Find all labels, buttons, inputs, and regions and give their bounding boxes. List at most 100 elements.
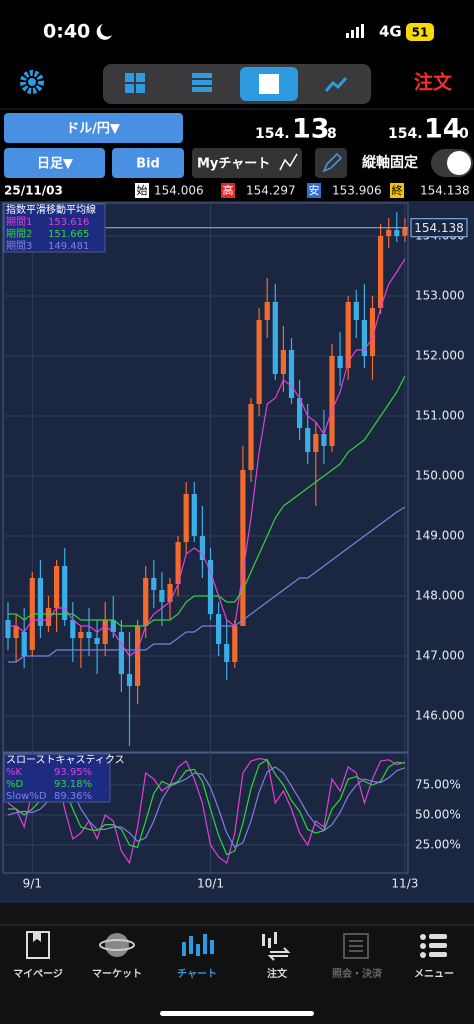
candle-body (264, 302, 270, 320)
last-price-tag (410, 218, 468, 238)
bar-date: 25/11/03 (4, 184, 63, 198)
y-tick-label: 152.000 (415, 349, 465, 363)
last-price-label: 154.138 (414, 221, 464, 235)
candle-body (118, 632, 124, 674)
x-tick-label: 9/1 (23, 877, 42, 891)
period-button[interactable] (4, 148, 105, 178)
candle-body (272, 302, 278, 374)
side-button[interactable] (112, 148, 184, 178)
candle-body (353, 302, 359, 320)
candle-body (369, 308, 376, 356)
candle-body (110, 620, 116, 632)
candle-body (216, 614, 222, 644)
candle-body (232, 626, 238, 662)
stochastic-legend (3, 753, 111, 803)
legend-value: 93.18% (54, 779, 92, 790)
tab-label: メニュー (414, 968, 454, 980)
candle-body (394, 230, 400, 236)
tab-market[interactable]: マーケット (92, 933, 142, 980)
ask-small: 0 (459, 126, 469, 142)
legend-value: 151.665 (48, 229, 89, 240)
lock-label: 縦軸固定 (362, 154, 418, 171)
stochastic-line (8, 758, 405, 856)
y-tick-label: 75.00% (415, 778, 461, 792)
candle-body (402, 227, 408, 236)
legend-value: 89.36% (54, 791, 92, 802)
candle-body (78, 632, 84, 638)
close-badge (390, 183, 404, 198)
legend-value: 153.616 (48, 217, 89, 228)
candle-body (5, 620, 11, 638)
moon-icon (96, 24, 112, 40)
my-chart-button[interactable] (192, 148, 302, 178)
candle-body (13, 626, 19, 638)
y-tick-label: 147.000 (415, 649, 465, 663)
open-badge (135, 183, 149, 198)
candle-body (288, 350, 295, 398)
settings-button[interactable] (20, 70, 44, 94)
candle-body (102, 620, 108, 644)
network: 4G (379, 23, 402, 41)
legend-name: %D (6, 779, 24, 790)
order-button[interactable]: 注文 (414, 71, 453, 94)
candle-body (248, 404, 254, 470)
candle-body (167, 584, 173, 602)
battery (406, 23, 434, 41)
tab-chart[interactable]: チャート (177, 934, 217, 980)
candle-body (191, 494, 197, 536)
my-chart-icon (279, 153, 298, 171)
high-label: 高 (223, 183, 234, 197)
low-value: 153.906 (332, 184, 382, 198)
tab-menu[interactable]: メニュー (414, 934, 454, 980)
y-tick-label: 50.00% (415, 808, 461, 822)
candle-body (37, 578, 43, 626)
period: 日足▼ (37, 157, 73, 172)
stochastic-title: スローストキャスティクス (6, 754, 125, 766)
tab-bar (0, 925, 474, 1024)
candle-body (94, 638, 100, 644)
candle-body (207, 560, 214, 614)
tab-label: 照会・決済 (332, 967, 383, 980)
pair-button[interactable] (4, 113, 183, 143)
single-icon (259, 74, 279, 94)
y-tick-label: 148.000 (415, 589, 465, 603)
draw-button[interactable] (315, 148, 347, 178)
candle-body (151, 578, 157, 590)
tab-label: 注文 (267, 967, 288, 980)
close-label: 終 (392, 183, 403, 197)
spacer (0, 903, 474, 925)
battery-level: 51 (412, 26, 429, 40)
candle-body (240, 470, 246, 626)
plot-layer: 146.000 147.000 148.000 149.000 150.000 151.0… (3, 203, 468, 891)
layout-trend-button[interactable] (324, 77, 348, 92)
legend-name: 期間2 (6, 228, 32, 240)
pair: ドル/円▼ (66, 122, 120, 137)
candle-body (297, 398, 303, 428)
tab-label: マイページ (13, 968, 63, 980)
bid-small: 8 (327, 126, 337, 142)
layout-grid-button[interactable] (125, 73, 145, 93)
x-tick-label: 10/1 (197, 877, 224, 891)
candle-body (159, 590, 165, 602)
high-value: 154.297 (246, 184, 296, 198)
candle-body (280, 350, 286, 374)
candle-body (183, 494, 189, 542)
candle-body (321, 434, 327, 446)
low-label: 安 (309, 183, 320, 197)
tab-mypage[interactable]: マイページ (13, 931, 63, 980)
x-tick-label: 11/3 (391, 877, 418, 891)
legend-name: %K (6, 767, 23, 778)
candle-body (345, 302, 351, 368)
legend-value: 149.481 (48, 241, 89, 252)
layout-list-button[interactable] (192, 73, 212, 92)
candle-body (361, 320, 367, 356)
tab-order[interactable]: 注文 (262, 932, 291, 980)
candle-body (199, 536, 205, 560)
candle-body (386, 230, 392, 236)
side: Bid (136, 157, 160, 172)
legend-value: 93.95% (54, 767, 92, 778)
candle-body (337, 356, 343, 368)
home-indicator (160, 1011, 314, 1016)
tab-inquiry[interactable]: 照会・決済 (332, 933, 383, 980)
